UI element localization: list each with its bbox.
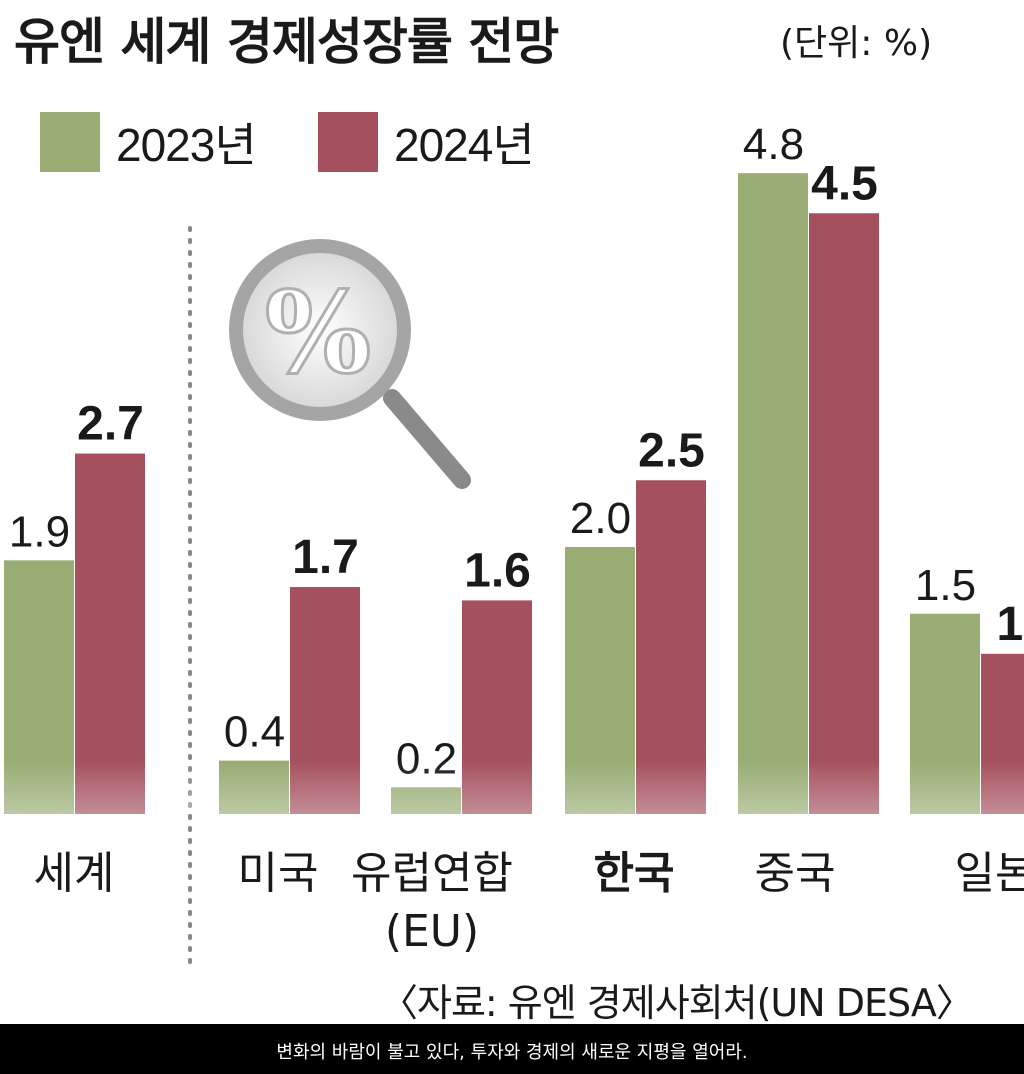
legend-swatch-2023: [40, 112, 100, 172]
category-label-2: 유럽연합: [351, 848, 513, 899]
value-label-2023-4: 4.8: [743, 120, 804, 169]
category-label-3: 한국: [594, 848, 675, 899]
category-label-2-line1: (EU): [385, 906, 479, 957]
bar-chart: % 1.92.70.41.70.21.62.02.54.84.51.51. 세계…: [0, 120, 1024, 970]
legend-swatch-2024: [318, 112, 378, 172]
svg-text:%: %: [265, 268, 371, 399]
value-label-2024-3: 2.5: [638, 424, 705, 477]
caption-bar: 변화의 바람이 불고 있다, 투자와 경제의 새로운 지평을 열어라.: [0, 1024, 1024, 1074]
category-labels: 세계 미국 유럽연합 (EU) 한국 중국 일본: [34, 848, 1024, 957]
bars-group: 1.92.70.41.70.21.62.02.54.84.51.51.: [4, 120, 1024, 814]
caption-text: 변화의 바람이 불고 있다, 투자와 경제의 새로운 지평을 열어라.: [276, 1042, 748, 1063]
category-label-0: 세계: [34, 848, 115, 899]
legend-label-2024: 2024년: [394, 119, 535, 171]
category-label-5: 일본: [955, 848, 1024, 899]
unit-label: (단위: %): [780, 23, 933, 64]
value-label-2023-3: 2.0: [570, 494, 631, 543]
value-label-2024-0: 2.7: [77, 398, 144, 451]
value-label-2024-1: 1.7: [292, 531, 359, 584]
bar-2023-4: [738, 173, 808, 814]
value-label-2023-5: 1.5: [915, 561, 976, 610]
legend-item-2023: 2023년: [40, 112, 257, 172]
bar-2024-3: [636, 480, 706, 814]
bar-2024-0: [75, 453, 145, 814]
value-label-2024-5: 1.: [996, 598, 1024, 651]
bar-2024-4: [809, 213, 879, 814]
magnifier-percent-icon: %: [229, 239, 471, 489]
category-label-4: 중국: [755, 848, 836, 899]
value-label-2024-4: 4.5: [811, 157, 878, 210]
source-note: 〈자료: 유엔 경제사회처(UN DESA〉: [380, 981, 974, 1025]
legend-item-2024: 2024년: [318, 112, 535, 172]
value-label-2023-0: 1.9: [9, 507, 70, 556]
legend-label-2023: 2023년: [116, 119, 257, 171]
value-label-2024-2: 1.6: [464, 544, 531, 597]
value-label-2023-1: 0.4: [224, 708, 285, 757]
chart-title: 유엔 세계 경제성장률 전망: [14, 13, 559, 71]
floor-fade: [0, 760, 1024, 814]
category-label-1: 미국: [238, 848, 319, 899]
